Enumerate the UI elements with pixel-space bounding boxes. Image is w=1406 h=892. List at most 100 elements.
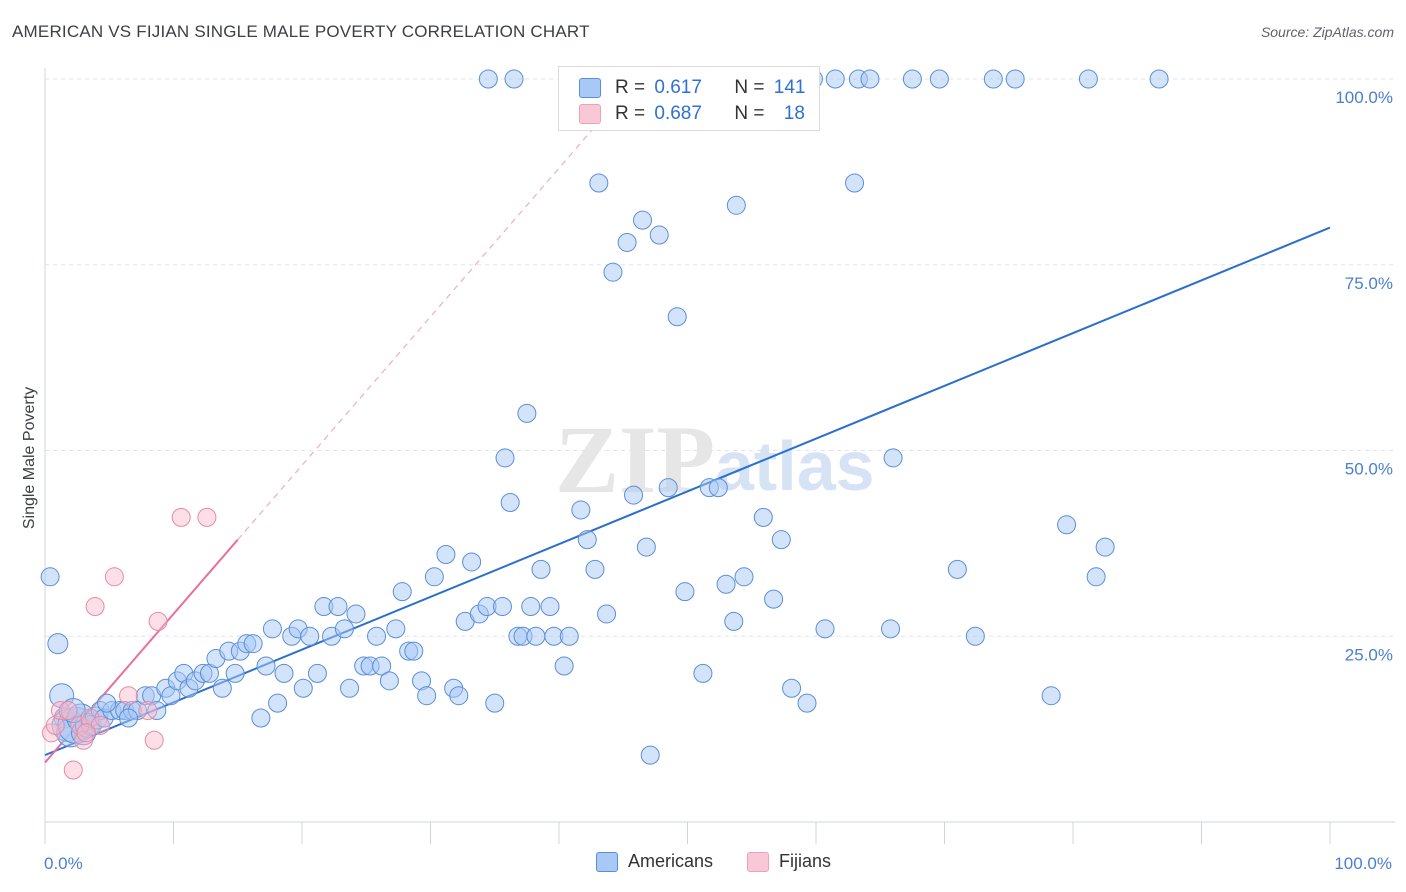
american-point [521, 597, 541, 617]
american-point [1057, 515, 1077, 535]
american-point [693, 663, 713, 683]
american-point [860, 69, 880, 89]
american-point [268, 693, 288, 713]
american-point [404, 641, 424, 661]
legend-r-label: R = [615, 103, 646, 124]
american-point [585, 559, 605, 579]
american-point [379, 671, 399, 691]
fijian-point [63, 760, 83, 780]
american-point [449, 686, 469, 706]
american-point [753, 507, 773, 527]
american-point [300, 626, 320, 646]
fijians-trend-extension [237, 78, 637, 541]
american-point [597, 604, 617, 624]
grid-layer [45, 78, 1395, 637]
american-point [724, 611, 744, 631]
american-point [500, 493, 520, 513]
american-point [675, 582, 695, 602]
american-point [624, 485, 644, 505]
american-point [462, 552, 482, 572]
american-point [47, 633, 69, 655]
american-point [346, 604, 366, 624]
legend-r-value: 0.687 [654, 103, 702, 124]
american-point [734, 567, 754, 587]
american-point [797, 693, 817, 713]
american-point [262, 619, 282, 639]
fijians-legend-swatch [747, 851, 770, 872]
american-point [1078, 69, 1098, 89]
american-point [965, 626, 985, 646]
american-point [764, 589, 784, 609]
fijian-point [70, 715, 90, 735]
american-point [436, 545, 456, 565]
correlation-legend: R = 0.617 N = 141 R = 0.687 N = 18 [558, 66, 820, 131]
american-point [531, 559, 551, 579]
american-point [771, 530, 791, 550]
american-point [307, 663, 327, 683]
x-tick-label-100: 100.0% [1334, 854, 1392, 873]
fijian-point [197, 507, 217, 527]
fijians-legend-label: Fijians [779, 851, 832, 871]
american-point [119, 708, 139, 728]
american-point [617, 232, 637, 252]
americans-legend-label: Americans [628, 851, 714, 871]
legend-r-label: R = [615, 77, 646, 98]
american-point [1095, 537, 1115, 557]
legend-r-value: 0.617 [654, 77, 702, 98]
y-tick-label: 100.0% [1335, 88, 1393, 107]
american-point [667, 307, 687, 327]
legend-n-label: N = [734, 77, 765, 98]
american-point [845, 173, 865, 193]
american-point [902, 69, 922, 89]
american-point [293, 678, 313, 698]
y-tick-label: 75.0% [1345, 274, 1393, 293]
american-point [815, 619, 835, 639]
fijian-point [148, 611, 168, 631]
axis-layer: 25.0% 50.0% 75.0% 100.0% [44, 68, 1395, 844]
fijian-point [80, 708, 100, 728]
legend-row-fijians: R = 0.687 N = 18 [579, 101, 805, 127]
watermark-atlas: atlas [715, 427, 875, 505]
x-tick-label-0: 0.0% [44, 854, 83, 873]
american-point [334, 619, 354, 639]
points-layer [40, 69, 1169, 780]
fijian-point [74, 730, 94, 750]
american-point [1041, 686, 1061, 706]
american-point [603, 262, 623, 282]
american-point [328, 597, 348, 617]
american-point [392, 582, 412, 602]
fijian-point [144, 730, 164, 750]
fijians-swatch [579, 104, 601, 124]
american-point [716, 574, 736, 594]
americans-legend-swatch [596, 851, 618, 872]
chart-title: AMERICAN VS FIJIAN SINGLE MALE POVERTY C… [12, 22, 590, 41]
american-point [708, 478, 728, 498]
american-point [225, 663, 245, 683]
american-point [1086, 567, 1106, 587]
fijian-point [171, 507, 191, 527]
american-point [577, 530, 597, 550]
american-point [1149, 69, 1169, 89]
fijian-point [138, 701, 158, 721]
american-point [589, 173, 609, 193]
american-point [495, 448, 515, 468]
american-point [372, 656, 392, 676]
fijian-point [45, 715, 65, 735]
american-point [97, 693, 117, 713]
american-point [947, 559, 967, 579]
americans-swatch [579, 78, 601, 98]
source-label: Source: ZipAtlas.com [1260, 24, 1394, 40]
fijian-point [50, 701, 70, 721]
fijian-point [85, 597, 105, 617]
american-point [517, 403, 537, 423]
american-point [526, 626, 546, 646]
american-point [649, 225, 669, 245]
american-point [782, 678, 802, 698]
american-point [1005, 69, 1025, 89]
american-point [243, 634, 263, 654]
fijian-point [104, 567, 124, 587]
american-point [554, 656, 574, 676]
american-point [540, 597, 560, 617]
american-point [40, 567, 60, 587]
legend-n-value: 141 [773, 77, 806, 98]
